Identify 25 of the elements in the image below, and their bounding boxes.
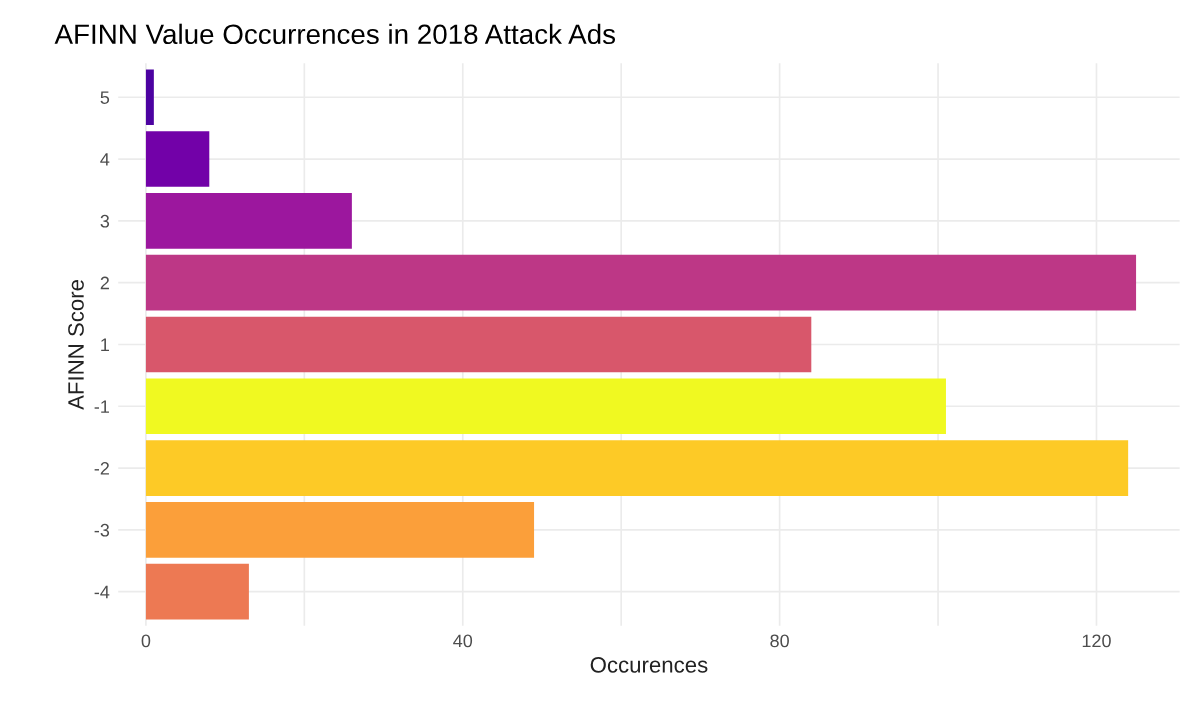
- chart-title: AFINN Value Occurrences in 2018 Attack Ads: [54, 23, 616, 45]
- y-tick-label: 4: [100, 153, 110, 166]
- y-tick-label: -4: [94, 585, 110, 599]
- y-tick-label: 3: [100, 214, 110, 228]
- bar: [145, 69, 154, 126]
- y-axis-title: AFINN Score: [68, 280, 84, 410]
- y-tick-label: -1: [94, 400, 109, 413]
- bar: [145, 254, 1137, 311]
- bar: [145, 316, 812, 373]
- y-tick-label: 2: [100, 276, 109, 290]
- y-tick-label: 1: [101, 338, 109, 352]
- x-tick-label: 80: [770, 634, 789, 648]
- x-tick-label: 0: [141, 634, 151, 648]
- bar: [145, 193, 352, 249]
- y-tick-label: -3: [94, 523, 110, 537]
- x-tick-label: 40: [453, 634, 473, 648]
- bar: [145, 440, 1129, 496]
- bar: [145, 563, 249, 620]
- bar: [145, 378, 946, 435]
- y-tick-label: -2: [94, 462, 109, 475]
- bar: [145, 502, 535, 558]
- bar: [145, 131, 210, 187]
- y-tick-label: 5: [100, 91, 110, 104]
- x-axis-title: Occurences: [590, 656, 708, 673]
- x-tick-label: 120: [1082, 634, 1111, 648]
